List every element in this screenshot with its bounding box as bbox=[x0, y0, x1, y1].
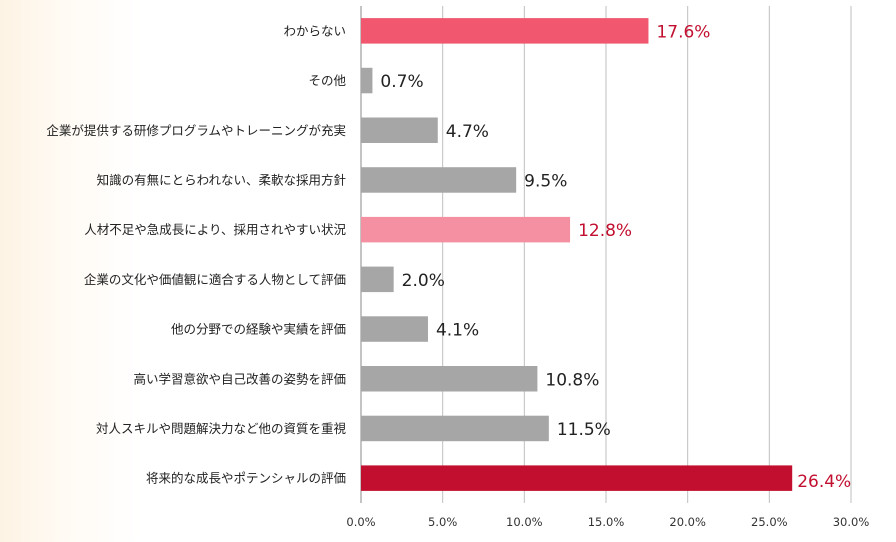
value-label: 4.7% bbox=[446, 122, 489, 142]
x-axis-tick-labels: 0.0% 5.0% 10.0% 15.0% 20.0% 25.0% 30.0% bbox=[346, 515, 869, 529]
x-tick-label: 30.0% bbox=[833, 515, 870, 529]
bar bbox=[361, 67, 373, 94]
category-label: 知識の有無にとらわれない、柔軟な採用方針 bbox=[97, 172, 347, 187]
value-labels: 17.6% 0.7% 4.7% 9.5% 12.8% 2.0% 4.1% 10.8% 11.5%… bbox=[380, 22, 851, 492]
value-label: 12.8% bbox=[578, 221, 632, 241]
bar bbox=[361, 415, 549, 442]
value-label: 10.8% bbox=[545, 370, 599, 390]
category-label: 高い学習意欲や自己改善の姿勢を評価 bbox=[133, 371, 346, 386]
bar bbox=[361, 18, 649, 44]
category-label: 対人スキルや問題解決力など他の資質を重視 bbox=[96, 421, 347, 436]
x-tick-label: 20.0% bbox=[669, 515, 706, 529]
x-tick-label: 15.0% bbox=[588, 515, 625, 529]
category-label: その他 bbox=[308, 73, 346, 88]
bars bbox=[361, 18, 793, 491]
category-label: 人材不足や急成長により、採用されやすい状況 bbox=[84, 222, 346, 237]
category-label: わからない bbox=[283, 23, 346, 38]
category-label: 企業が提供する研修プログラムやトレーニングが充実 bbox=[46, 123, 346, 138]
value-label: 26.4% bbox=[797, 472, 851, 492]
x-tick-label: 25.0% bbox=[751, 515, 788, 529]
gridlines bbox=[360, 6, 852, 503]
category-label: 将来的な成長やポテンシャルの評価 bbox=[146, 471, 346, 486]
category-labels: わからないその他企業が提供する研修プログラムやトレーニングが充実知識の有無にとら… bbox=[46, 23, 346, 485]
value-label: 11.5% bbox=[557, 420, 611, 440]
value-label: 4.1% bbox=[436, 321, 479, 341]
bar bbox=[361, 316, 428, 342]
value-label: 2.0% bbox=[402, 271, 445, 291]
x-tick-label: 5.0% bbox=[428, 515, 457, 529]
value-label: 0.7% bbox=[380, 72, 423, 92]
value-label: 9.5% bbox=[524, 171, 567, 191]
category-label: 企業の文化や価値観に適合する人物として評価 bbox=[84, 272, 346, 287]
value-label: 17.6% bbox=[656, 22, 710, 42]
bar bbox=[361, 117, 438, 143]
bar bbox=[361, 266, 394, 293]
bar bbox=[361, 216, 571, 243]
category-label: 他の分野での経験や実績を評価 bbox=[171, 322, 346, 337]
x-tick-label: 0.0% bbox=[346, 515, 375, 529]
bar bbox=[361, 366, 538, 392]
x-tick-label: 10.0% bbox=[506, 515, 543, 529]
bar bbox=[361, 167, 517, 193]
bar bbox=[361, 465, 793, 491]
